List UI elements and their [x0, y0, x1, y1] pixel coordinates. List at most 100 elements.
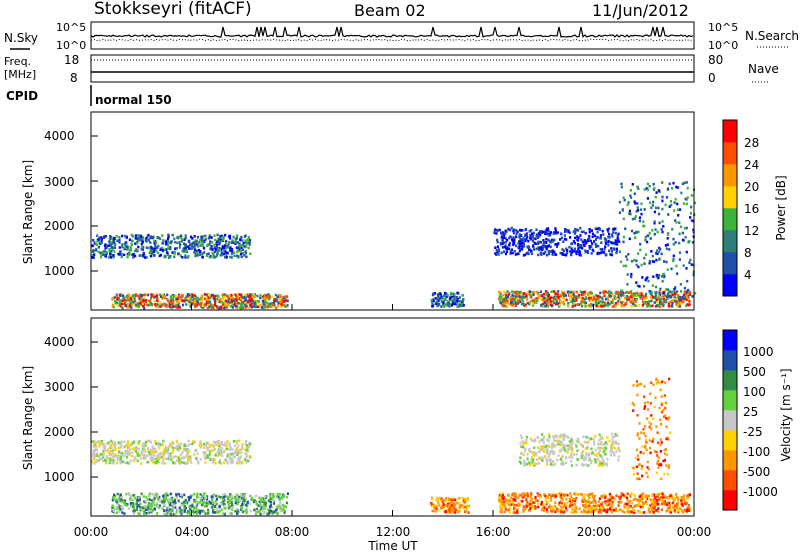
velocity-cell — [141, 506, 145, 509]
power-cell — [551, 299, 554, 303]
velocity-cell — [240, 506, 243, 510]
power-cell — [638, 285, 641, 288]
power-cell — [214, 248, 217, 251]
velocity-cell — [612, 498, 615, 502]
power-cell — [654, 291, 657, 294]
velocity-cell — [149, 506, 152, 509]
velocity-cell — [115, 500, 118, 503]
velocity-cell — [245, 508, 248, 511]
velocity-cell — [457, 510, 460, 513]
velocity-cell — [163, 509, 166, 512]
power-cell — [571, 305, 574, 308]
power-cell — [525, 293, 528, 296]
velocity-cell — [185, 511, 188, 514]
velocity-cell — [586, 506, 589, 510]
power-cell — [207, 296, 210, 299]
velocity-cell — [644, 500, 648, 504]
velocity-cell — [591, 506, 594, 510]
power-cell — [658, 305, 661, 308]
velocity-cell — [169, 492, 173, 496]
power-cell — [513, 302, 516, 305]
power-cell — [166, 251, 169, 254]
velocity-cell — [602, 507, 605, 510]
velocity-cell — [162, 449, 165, 453]
velocity-cell — [574, 503, 577, 506]
velocity-cell — [111, 451, 114, 454]
power-cell — [654, 292, 657, 296]
velocity-cell — [254, 509, 257, 512]
power-cell — [577, 245, 580, 249]
velocity-cell — [234, 509, 237, 513]
velocity-cell — [594, 458, 597, 461]
velocity-cell — [171, 498, 174, 502]
velocity-cell — [214, 453, 217, 457]
power-cell — [255, 304, 258, 307]
velocity-cell — [117, 446, 120, 450]
power-cell — [246, 241, 249, 245]
power-cell — [579, 226, 582, 230]
power-cell — [269, 305, 272, 308]
velocity-cell — [112, 454, 116, 458]
power-cell — [640, 202, 643, 205]
velocity-cell — [245, 444, 249, 447]
velocity-cell — [214, 440, 217, 444]
power-cell — [97, 238, 100, 241]
power-cell — [580, 299, 583, 303]
power-cell — [545, 241, 548, 244]
power-cell — [584, 305, 587, 308]
power-cell — [655, 275, 658, 279]
velocity-cell — [571, 450, 574, 453]
power-cell — [589, 302, 592, 306]
power-cell — [224, 247, 227, 250]
power-cell — [635, 297, 638, 301]
velocity-cell — [111, 441, 114, 445]
power-cell — [156, 246, 159, 249]
velocity-cell — [196, 495, 199, 499]
power-cell — [223, 295, 226, 299]
power-cell — [542, 302, 545, 305]
power-cell — [442, 301, 445, 305]
power-cell — [649, 295, 653, 299]
power-cell — [279, 293, 282, 297]
velocity-cell — [607, 497, 610, 501]
power-cell — [546, 253, 549, 257]
velocity-cell — [532, 453, 535, 457]
power-cell — [141, 245, 144, 249]
velocity-cell — [563, 505, 566, 508]
power-cell — [228, 240, 231, 244]
power-cell — [102, 253, 105, 256]
power-cell — [523, 304, 526, 307]
velocity-cell — [229, 511, 233, 515]
velocity-cell — [451, 497, 454, 501]
power-cell — [653, 221, 656, 225]
power-cell — [220, 298, 224, 302]
velocity-cell — [668, 506, 671, 510]
power-cell — [604, 238, 607, 241]
power-cell — [184, 234, 187, 237]
velocity-cell — [605, 504, 608, 507]
velocity-cell — [233, 455, 237, 459]
velocity-cell — [653, 499, 656, 502]
power-cell — [556, 298, 559, 301]
power-cell — [169, 299, 172, 303]
power-cell — [231, 250, 234, 253]
velocity-cell — [167, 455, 170, 458]
power-cell — [184, 243, 187, 247]
velocity-cell — [513, 504, 516, 507]
velocity-cell — [514, 499, 517, 502]
velocity-cell — [188, 443, 191, 446]
power-cell — [240, 246, 243, 250]
power-cell — [607, 240, 610, 244]
power-cell — [448, 305, 451, 308]
velocity-cell — [126, 461, 129, 465]
velocity-cell — [583, 510, 586, 513]
power-cell — [570, 294, 573, 297]
velocity-cell — [228, 512, 231, 515]
power-colorbar-frame — [722, 119, 738, 297]
power-cell — [682, 300, 685, 304]
power-cell — [450, 291, 453, 295]
velocity-cell — [181, 451, 184, 454]
power-cell — [145, 256, 148, 259]
power-cell — [241, 244, 244, 247]
velocity-cell — [583, 505, 586, 509]
